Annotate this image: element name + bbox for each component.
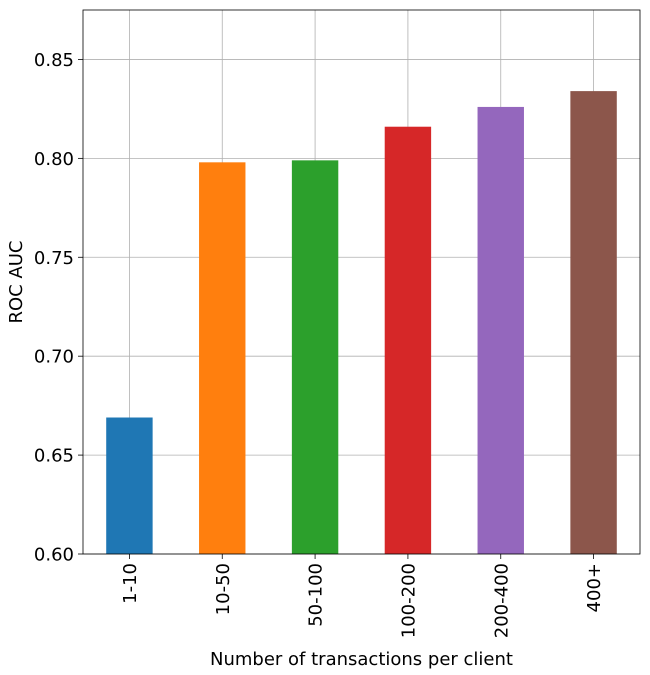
y-tick-label: 0.60 — [34, 545, 74, 566]
y-axis: 0.60 0.65 0.70 0.75 0.80 0.85 — [34, 50, 83, 566]
bars — [106, 91, 617, 555]
x-tick-label: 50-100 — [306, 563, 327, 627]
plot-frame — [82, 9, 641, 555]
x-tick-label: 400+ — [584, 563, 605, 612]
y-tick-label: 0.80 — [34, 149, 74, 170]
x-tick-label: 1-10 — [120, 563, 141, 604]
bar-400+ — [570, 91, 617, 554]
grid — [83, 10, 640, 555]
bar-1-10 — [106, 417, 153, 554]
y-tick-label: 0.85 — [34, 50, 74, 71]
y-tick-label: 0.65 — [34, 446, 74, 467]
y-tick-label: 0.70 — [34, 347, 74, 368]
bar-10-50 — [199, 162, 246, 554]
bar-200-400 — [477, 106, 524, 554]
x-tick-label: 200-400 — [491, 563, 512, 638]
y-axis-label: ROC AUC — [6, 240, 27, 323]
bar-50-100 — [291, 160, 339, 555]
x-axis: 1-10 10-50 50-100 100-200 200-400 400+ — [120, 554, 605, 638]
x-axis-label: Number of transactions per client — [210, 649, 513, 670]
bar-100-200 — [384, 126, 432, 554]
x-tick-label: 100-200 — [398, 563, 419, 638]
x-tick-label: 10-50 — [213, 563, 234, 615]
y-tick-label: 0.75 — [34, 248, 74, 269]
